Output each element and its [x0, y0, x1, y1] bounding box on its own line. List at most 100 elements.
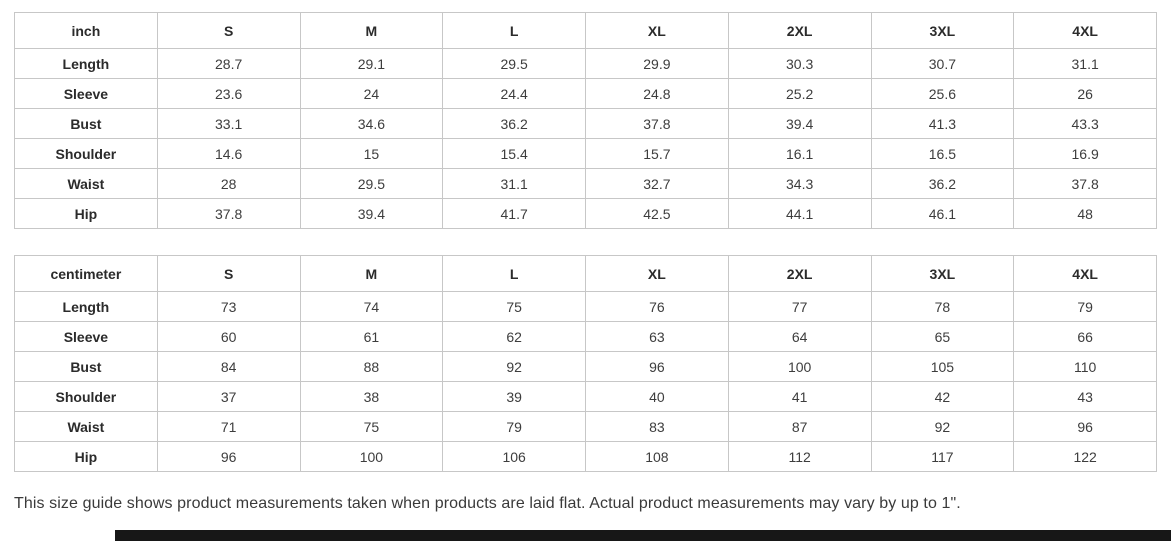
measurement-value: 75	[299, 411, 444, 442]
measurement-value: 41.7	[442, 198, 586, 229]
measurement-value: 30.3	[727, 48, 872, 79]
table-row: Length 73 74 75 76 77 78 79	[14, 291, 1157, 322]
measurement-label: Length	[14, 48, 158, 79]
measurement-label: Waist	[14, 411, 158, 442]
measurement-value: 41.3	[870, 108, 1015, 139]
measurement-label: Waist	[14, 168, 158, 199]
measurement-value: 66	[1013, 321, 1157, 352]
measurement-value: 24.4	[442, 78, 586, 109]
measurement-value: 87	[727, 411, 872, 442]
size-table-inch: inch S M L XL 2XL 3XL 4XL Length 28.7 29.1 29.5 29.9…	[14, 12, 1157, 229]
measurement-value: 112	[727, 441, 872, 472]
measurement-value: 60	[156, 321, 301, 352]
measurement-value: 100	[299, 441, 444, 472]
measurement-value: 39.4	[299, 198, 444, 229]
measurement-value: 110	[1013, 351, 1157, 382]
size-guide: inch S M L XL 2XL 3XL 4XL Length 28.7 29.1 29.5 29.9…	[0, 12, 1171, 513]
measurement-value: 43	[1013, 381, 1157, 412]
unit-label: centimeter	[14, 255, 158, 292]
measurement-value: 105	[870, 351, 1015, 382]
table-row: Shoulder 37 38 39 40 41 42 43	[14, 381, 1157, 412]
measurement-value: 43.3	[1013, 108, 1157, 139]
size-guide-note: This size guide shows product measuremen…	[14, 495, 961, 512]
measurement-label: Sleeve	[14, 321, 158, 352]
size-column-header: 4XL	[1013, 255, 1157, 292]
measurement-value: 73	[156, 291, 301, 322]
table-row: Waist 28 29.5 31.1 32.7 34.3 36.2 37.8	[14, 168, 1157, 199]
size-column-header: 4XL	[1013, 12, 1157, 49]
measurement-value: 122	[1013, 441, 1157, 472]
measurement-value: 42	[870, 381, 1015, 412]
measurement-value: 29.1	[299, 48, 444, 79]
table-row: Sleeve 60 61 62 63 64 65 66	[14, 321, 1157, 352]
measurement-value: 79	[1013, 291, 1157, 322]
measurement-label: Bust	[14, 351, 158, 382]
measurement-label: Sleeve	[14, 78, 158, 109]
measurement-value: 62	[442, 321, 586, 352]
size-column-header: 2XL	[727, 12, 872, 49]
size-column-header: XL	[585, 255, 729, 292]
measurement-value: 96	[1013, 411, 1157, 442]
measurement-label: Shoulder	[14, 381, 158, 412]
size-column-header: M	[299, 255, 444, 292]
measurement-value: 24.8	[585, 78, 729, 109]
table-row: Waist 71 75 79 83 87 92 96	[14, 411, 1157, 442]
measurement-value: 37.8	[585, 108, 729, 139]
measurement-value: 26	[1013, 78, 1157, 109]
size-column-header: 2XL	[727, 255, 872, 292]
measurement-value: 36.2	[442, 108, 586, 139]
measurement-value: 31.1	[442, 168, 586, 199]
measurement-value: 76	[585, 291, 729, 322]
header-row: centimeter S M L XL 2XL 3XL 4XL	[14, 255, 1157, 292]
size-column-header: XL	[585, 12, 729, 49]
measurement-value: 34.3	[727, 168, 872, 199]
size-column-header: 3XL	[870, 12, 1015, 49]
table-row: Hip 96 100 106 108 112 117 122	[14, 441, 1157, 472]
measurement-value: 83	[585, 411, 729, 442]
measurement-value: 46.1	[870, 198, 1015, 229]
measurement-value: 28	[156, 168, 301, 199]
measurement-value: 78	[870, 291, 1015, 322]
measurement-value: 100	[727, 351, 872, 382]
measurement-value: 25.6	[870, 78, 1015, 109]
measurement-value: 25.2	[727, 78, 872, 109]
measurement-value: 29.9	[585, 48, 729, 79]
measurement-label: Shoulder	[14, 138, 158, 169]
measurement-value: 77	[727, 291, 872, 322]
size-column-header: L	[442, 12, 586, 49]
size-table-centimeter: centimeter S M L XL 2XL 3XL 4XL Length 73 74 75 76 77…	[14, 255, 1157, 472]
table-row: Hip 37.8 39.4 41.7 42.5 44.1 46.1 48	[14, 198, 1157, 229]
size-column-header: S	[156, 255, 301, 292]
measurement-value: 15	[299, 138, 444, 169]
measurement-value: 44.1	[727, 198, 872, 229]
measurement-value: 28.7	[156, 48, 301, 79]
measurement-value: 14.6	[156, 138, 301, 169]
table-row: Shoulder 14.6 15 15.4 15.7 16.1 16.5 16.9	[14, 138, 1157, 169]
measurement-value: 106	[442, 441, 586, 472]
measurement-value: 48	[1013, 198, 1157, 229]
measurement-value: 96	[156, 441, 301, 472]
header-row: inch S M L XL 2XL 3XL 4XL	[14, 12, 1157, 49]
measurement-value: 30.7	[870, 48, 1015, 79]
measurement-value: 63	[585, 321, 729, 352]
measurement-value: 37.8	[1013, 168, 1157, 199]
measurement-value: 15.4	[442, 138, 586, 169]
table-row: Bust 84 88 92 96 100 105 110	[14, 351, 1157, 382]
measurement-value: 23.6	[156, 78, 301, 109]
measurement-value: 40	[585, 381, 729, 412]
measurement-value: 92	[442, 351, 586, 382]
bottom-bar	[115, 530, 1171, 541]
measurement-value: 29.5	[442, 48, 586, 79]
measurement-value: 16.5	[870, 138, 1015, 169]
measurement-value: 38	[299, 381, 444, 412]
measurement-value: 39.4	[727, 108, 872, 139]
measurement-value: 32.7	[585, 168, 729, 199]
measurement-value: 79	[442, 411, 586, 442]
measurement-value: 96	[585, 351, 729, 382]
measurement-label: Hip	[14, 198, 158, 229]
measurement-label: Length	[14, 291, 158, 322]
size-column-header: L	[442, 255, 586, 292]
measurement-value: 61	[299, 321, 444, 352]
measurement-value: 64	[727, 321, 872, 352]
size-column-header: 3XL	[870, 255, 1015, 292]
